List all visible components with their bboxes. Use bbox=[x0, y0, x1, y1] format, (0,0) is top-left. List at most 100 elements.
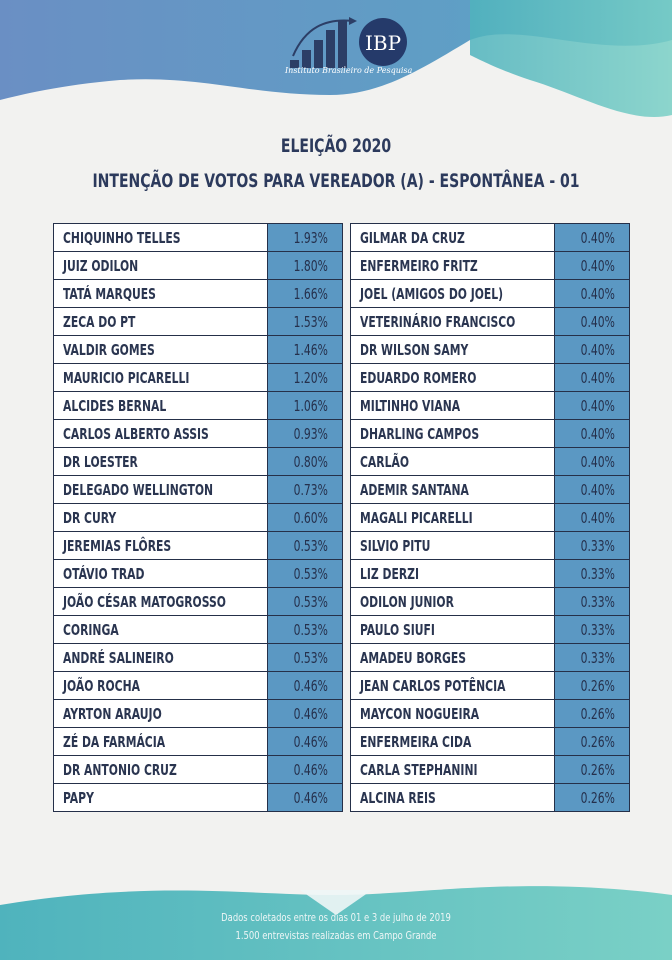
vote-percent-text: 0.40% bbox=[580, 284, 616, 303]
candidate-name: VALDIR GOMES bbox=[53, 335, 268, 364]
vote-percent: 0.40% bbox=[554, 391, 631, 420]
candidate-name: ENFERMEIRA CIDA bbox=[349, 727, 556, 756]
candidate-name-text: CHIQUINHO TELLES bbox=[63, 228, 181, 247]
candidate-name-text: ADEMIR SANTANA bbox=[360, 480, 469, 499]
vote-percent-text: 0.33% bbox=[580, 592, 616, 611]
table-row: ZÉ DA FARMÁCIA 0.46% bbox=[53, 727, 343, 756]
page-subtitle: INTENÇÃO DE VOTOS PARA VEREADOR (A) - ES… bbox=[92, 170, 580, 192]
candidate-name-text: AYRTON ARAUJO bbox=[63, 704, 162, 723]
vote-percent-text: 1.93% bbox=[293, 228, 328, 247]
candidate-name-text: DR LOESTER bbox=[63, 452, 138, 471]
candidate-name-text: JOEL (AMIGOS DO JOEL) bbox=[360, 284, 504, 303]
vote-percent-text: 0.40% bbox=[580, 480, 616, 499]
candidate-name: ALCINA REIS bbox=[349, 783, 556, 812]
candidate-name-text: DR CURY bbox=[63, 508, 117, 527]
vote-percent: 0.40% bbox=[554, 363, 631, 392]
candidate-name: DR WILSON SAMY bbox=[349, 335, 556, 364]
vote-percent: 0.26% bbox=[554, 699, 631, 728]
results-table-right: GILMAR DA CRUZ 0.40% ENFERMEIRO FRITZ 0.40%… bbox=[349, 223, 631, 812]
vote-percent-text: 0.46% bbox=[293, 676, 328, 695]
candidate-name: PAULO SIUFI bbox=[349, 615, 556, 644]
candidate-name-text: OTÁVIO TRAD bbox=[63, 564, 145, 583]
vote-percent-text: 0.40% bbox=[580, 340, 616, 359]
vote-percent-text: 0.26% bbox=[580, 676, 616, 695]
vote-percent: 0.40% bbox=[554, 419, 631, 448]
vote-percent: 0.33% bbox=[554, 559, 631, 588]
vote-percent-text: 0.53% bbox=[293, 648, 328, 667]
vote-percent: 0.26% bbox=[554, 755, 631, 784]
vote-percent: 0.46% bbox=[266, 699, 343, 728]
vote-percent-text: 0.46% bbox=[293, 760, 328, 779]
table-row: OTÁVIO TRAD 0.53% bbox=[53, 559, 343, 588]
vote-percent-text: 0.93% bbox=[293, 424, 328, 443]
table-row: ENFERMEIRA CIDA 0.26% bbox=[349, 727, 631, 756]
candidate-name-text: DHARLING CAMPOS bbox=[360, 424, 480, 443]
vote-percent: 1.06% bbox=[266, 391, 343, 420]
candidate-name-text: CARLA STEPHANINI bbox=[360, 760, 478, 779]
vote-percent-text: 0.40% bbox=[580, 312, 616, 331]
candidate-name-text: JEREMIAS FLÔRES bbox=[63, 536, 172, 555]
vote-percent: 0.40% bbox=[554, 447, 631, 476]
candidate-name-text: VETERINÁRIO FRANCISCO bbox=[360, 312, 516, 331]
vote-percent: 0.26% bbox=[554, 783, 631, 812]
vote-percent: 1.66% bbox=[266, 279, 343, 308]
candidate-name: CORINGA bbox=[53, 615, 268, 644]
vote-percent-text: 0.73% bbox=[293, 480, 328, 499]
table-row: VETERINÁRIO FRANCISCO 0.40% bbox=[349, 307, 631, 336]
vote-percent: 0.53% bbox=[266, 559, 343, 588]
candidate-name: VETERINÁRIO FRANCISCO bbox=[349, 307, 556, 336]
vote-percent-text: 1.66% bbox=[293, 284, 328, 303]
candidate-name: CARLOS ALBERTO ASSIS bbox=[53, 419, 268, 448]
vote-percent-text: 0.26% bbox=[580, 788, 616, 807]
table-row: MAYCON NOGUEIRA 0.26% bbox=[349, 699, 631, 728]
vote-percent: 0.93% bbox=[266, 419, 343, 448]
vote-percent-text: 0.33% bbox=[580, 536, 616, 555]
candidate-name: OTÁVIO TRAD bbox=[53, 559, 268, 588]
vote-percent-text: 0.53% bbox=[293, 536, 328, 555]
candidate-name-text: MILTINHO VIANA bbox=[360, 396, 461, 415]
table-row: DELEGADO WELLINGTON 0.73% bbox=[53, 475, 343, 504]
candidate-name-text: MAGALI PICARELLI bbox=[360, 508, 473, 527]
vote-percent: 0.40% bbox=[554, 223, 631, 252]
vote-percent: 0.26% bbox=[554, 727, 631, 756]
vote-percent: 0.73% bbox=[266, 475, 343, 504]
vote-percent: 0.46% bbox=[266, 783, 343, 812]
vote-percent-text: 0.40% bbox=[580, 256, 616, 275]
candidate-name-text: PAULO SIUFI bbox=[360, 620, 435, 639]
vote-percent-text: 0.26% bbox=[580, 760, 616, 779]
candidate-name: MILTINHO VIANA bbox=[349, 391, 556, 420]
table-row: MAGALI PICARELLI 0.40% bbox=[349, 503, 631, 532]
candidate-name-text: ALCIDES BERNAL bbox=[63, 396, 167, 415]
vote-percent-text: 0.40% bbox=[580, 228, 616, 247]
vote-percent-text: 0.26% bbox=[580, 732, 616, 751]
candidate-name-text: VALDIR GOMES bbox=[63, 340, 155, 359]
table-row: ANDRÉ SALINEIRO 0.53% bbox=[53, 643, 343, 672]
vote-percent: 0.33% bbox=[554, 643, 631, 672]
table-row: ENFERMEIRO FRITZ 0.40% bbox=[349, 251, 631, 280]
candidate-name: JOÃO CÉSAR MATOGROSSO bbox=[53, 587, 268, 616]
table-row: CHIQUINHO TELLES 1.93% bbox=[53, 223, 343, 252]
vote-percent-text: 0.53% bbox=[293, 620, 328, 639]
vote-percent-text: 0.33% bbox=[580, 620, 616, 639]
candidate-name: JUIZ ODILON bbox=[53, 251, 268, 280]
vote-percent: 1.80% bbox=[266, 251, 343, 280]
candidate-name: DR CURY bbox=[53, 503, 268, 532]
table-row: VALDIR GOMES 1.46% bbox=[53, 335, 343, 364]
candidate-name-text: ZECA DO PT bbox=[63, 312, 136, 331]
candidate-name: ANDRÉ SALINEIRO bbox=[53, 643, 268, 672]
vote-percent-text: 0.40% bbox=[580, 424, 616, 443]
candidate-name: JEAN CARLOS POTÊNCIA bbox=[349, 671, 556, 700]
candidate-name-text: CORINGA bbox=[63, 620, 119, 639]
footer-note-sample: 1.500 entrevistas realizadas em Campo Gr… bbox=[235, 929, 437, 942]
logo-mark: IBP bbox=[365, 31, 401, 55]
candidate-name: EDUARDO ROMERO bbox=[349, 363, 556, 392]
candidate-name: DELEGADO WELLINGTON bbox=[53, 475, 268, 504]
vote-percent: 1.53% bbox=[266, 307, 343, 336]
bar-chart-arrow-icon: IBP bbox=[290, 17, 407, 68]
candidate-name-text: MAURICIO PICARELLI bbox=[63, 368, 190, 387]
vote-percent: 0.46% bbox=[266, 727, 343, 756]
candidate-name: DR ANTONIO CRUZ bbox=[53, 755, 268, 784]
table-row: CORINGA 0.53% bbox=[53, 615, 343, 644]
table-row: ALCIDES BERNAL 1.06% bbox=[53, 391, 343, 420]
